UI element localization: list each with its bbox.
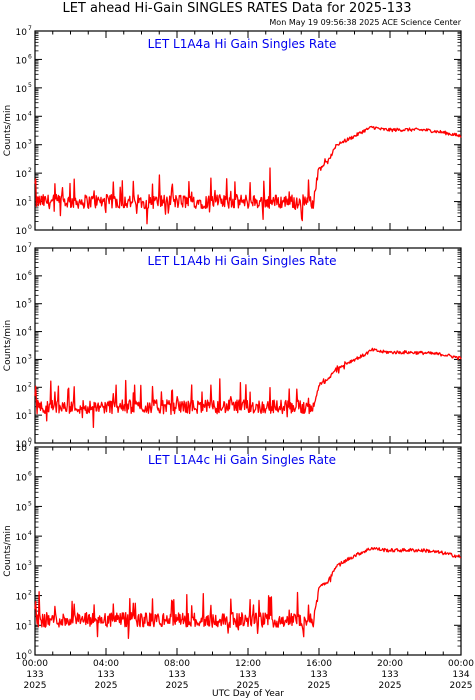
y-axis-label: Counts/min xyxy=(3,525,13,576)
y-tick-exponent: 4 xyxy=(28,110,32,117)
y-tick-label: 10 xyxy=(16,113,28,123)
x-tick-label: 00:00 xyxy=(448,659,474,669)
y-tick-exponent: 6 xyxy=(28,471,32,478)
y-tick-label: 10 xyxy=(16,444,28,454)
x-tick-label: 2025 xyxy=(237,681,260,691)
x-tick-label: 133 xyxy=(381,670,398,680)
y-tick-label: 10 xyxy=(16,301,28,311)
y-tick-label: 10 xyxy=(16,273,28,283)
x-tick-label: 2025 xyxy=(450,681,473,691)
y-tick-exponent: 1 xyxy=(28,196,32,203)
y-tick-exponent: 0 xyxy=(28,649,32,656)
y-tick-label: 10 xyxy=(16,85,28,95)
y-tick-label: 10 xyxy=(16,142,28,152)
y-tick-label: 10 xyxy=(16,474,28,484)
y-tick-exponent: 3 xyxy=(28,139,32,146)
y-tick-label: 10 xyxy=(16,56,28,66)
y-tick-label: 10 xyxy=(16,593,28,603)
x-tick-label: 2025 xyxy=(95,681,118,691)
y-tick-exponent: 6 xyxy=(28,53,32,60)
y-tick-exponent: 7 xyxy=(28,242,32,249)
y-tick-exponent: 6 xyxy=(28,270,32,277)
y-tick-label: 10 xyxy=(16,533,28,543)
y-tick-label: 10 xyxy=(16,384,28,394)
y-tick-exponent: 2 xyxy=(28,590,32,597)
timestamp-label: Mon May 19 09:56:38 2025 ACE Science Cen… xyxy=(269,18,461,27)
y-tick-label: 10 xyxy=(16,412,28,422)
x-tick-label: 08:00 xyxy=(164,659,190,669)
x-tick-label: 133 xyxy=(239,670,256,680)
rate-series-line xyxy=(34,347,462,428)
x-tick-label: 2025 xyxy=(308,681,331,691)
y-axis-label: Counts/min xyxy=(3,320,13,371)
panel-title: LET L1A4b Hi Gain Singles Rate xyxy=(147,254,336,268)
y-tick-label: 10 xyxy=(16,170,28,180)
x-tick-label: 133 xyxy=(168,670,185,680)
y-tick-exponent: 4 xyxy=(28,530,32,537)
x-tick-label: 133 xyxy=(310,670,327,680)
x-tick-label: 20:00 xyxy=(377,659,403,669)
y-tick-exponent: 0 xyxy=(28,437,32,444)
y-tick-label: 10 xyxy=(16,503,28,513)
x-tick-label: 2025 xyxy=(24,681,47,691)
y-tick-label: 10 xyxy=(16,622,28,632)
y-tick-label: 10 xyxy=(16,329,28,339)
x-tick-label: 2025 xyxy=(379,681,402,691)
y-tick-exponent: 3 xyxy=(28,353,32,360)
x-tick-label: 133 xyxy=(97,670,114,680)
y-tick-exponent: 1 xyxy=(28,409,32,416)
y-tick-exponent: 7 xyxy=(28,25,32,32)
chart-title: LET ahead Hi-Gain SINGLES RATES Data for… xyxy=(62,1,411,16)
y-tick-exponent: 7 xyxy=(28,441,32,448)
y-tick-label: 10 xyxy=(16,356,28,366)
panel-title: LET L1A4c Hi Gain Singles Rate xyxy=(148,453,336,467)
y-tick-label: 10 xyxy=(16,563,28,573)
y-tick-exponent: 5 xyxy=(28,500,32,507)
x-tick-label: 12:00 xyxy=(235,659,261,669)
y-tick-exponent: 2 xyxy=(28,381,32,388)
x-tick-label: 16:00 xyxy=(306,659,332,669)
x-axis-label: UTC Day of Year xyxy=(212,689,284,699)
panel-title: LET L1A4a Hi Gain Singles Rate xyxy=(148,37,337,51)
y-tick-exponent: 0 xyxy=(28,224,32,231)
y-tick-label: 10 xyxy=(16,28,28,38)
y-tick-label: 10 xyxy=(16,199,28,209)
y-tick-label: 10 xyxy=(16,227,28,237)
y-tick-label: 10 xyxy=(16,245,28,255)
y-tick-exponent: 5 xyxy=(28,298,32,305)
y-tick-label: 10 xyxy=(16,440,28,450)
x-tick-label: 2025 xyxy=(166,681,189,691)
rate-series-line xyxy=(34,547,462,640)
y-tick-exponent: 5 xyxy=(28,82,32,89)
rate-series-line xyxy=(34,125,462,225)
x-tick-label: 134 xyxy=(452,670,469,680)
y-tick-label: 10 xyxy=(16,652,28,662)
y-tick-exponent: 4 xyxy=(28,326,32,333)
y-tick-exponent: 1 xyxy=(28,619,32,626)
y-axis-label: Counts/min xyxy=(3,105,13,156)
x-tick-label: 133 xyxy=(26,670,43,680)
x-tick-label: 04:00 xyxy=(93,659,119,669)
y-tick-exponent: 2 xyxy=(28,167,32,174)
plot-frame xyxy=(34,247,462,444)
y-tick-exponent: 3 xyxy=(28,560,32,567)
x-tick-label: 00:00 xyxy=(22,659,48,669)
